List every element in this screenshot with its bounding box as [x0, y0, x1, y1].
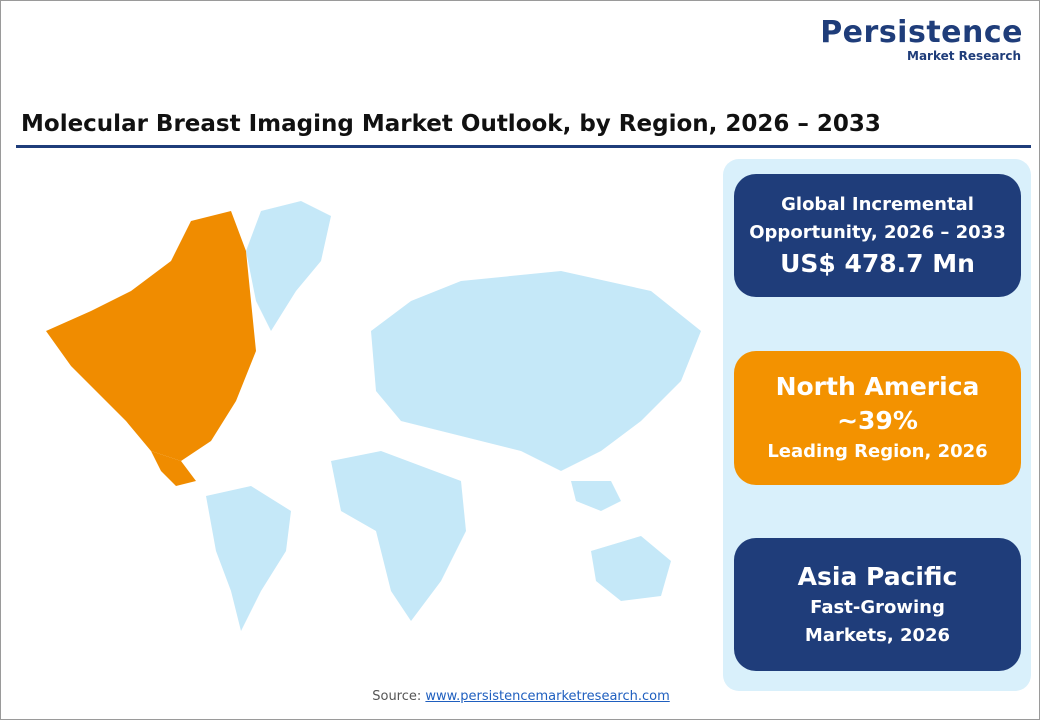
title: Molecular Breast Imaging Market Outlook,… [21, 111, 881, 137]
source-link[interactable]: www.persistencemarketresearch.com [425, 689, 670, 704]
opportunity-card: Global Incremental Opportunity, 2026 – 2… [734, 174, 1021, 297]
card-label: Global Incremental Opportunity, 2026 – 2… [749, 193, 1006, 243]
world-map [46, 201, 701, 631]
card-label: Leading Region, 2026 [767, 441, 988, 462]
leading-region-card: North America ~39% Leading Region, 2026 [734, 351, 1021, 485]
logo-name: Persistence [820, 15, 1023, 50]
card-value: US$ 478.7 Mn [780, 248, 975, 278]
card-label: Fast-Growing Markets, 2026 [804, 596, 951, 646]
card-heading: North America [775, 372, 980, 401]
source: Source: www.persistencemarketresearch.co… [1, 689, 1039, 704]
card-value: ~39% [837, 406, 918, 435]
source-prefix: Source: [372, 689, 422, 704]
title-rule [16, 145, 1031, 148]
card-heading: Asia Pacific [797, 561, 958, 591]
fast-growing-card: Asia Pacific Fast-Growing Markets, 2026 [734, 538, 1021, 671]
other-regions [206, 201, 701, 631]
logo-tagline: Market Research [907, 49, 1021, 63]
north-america [46, 211, 256, 486]
